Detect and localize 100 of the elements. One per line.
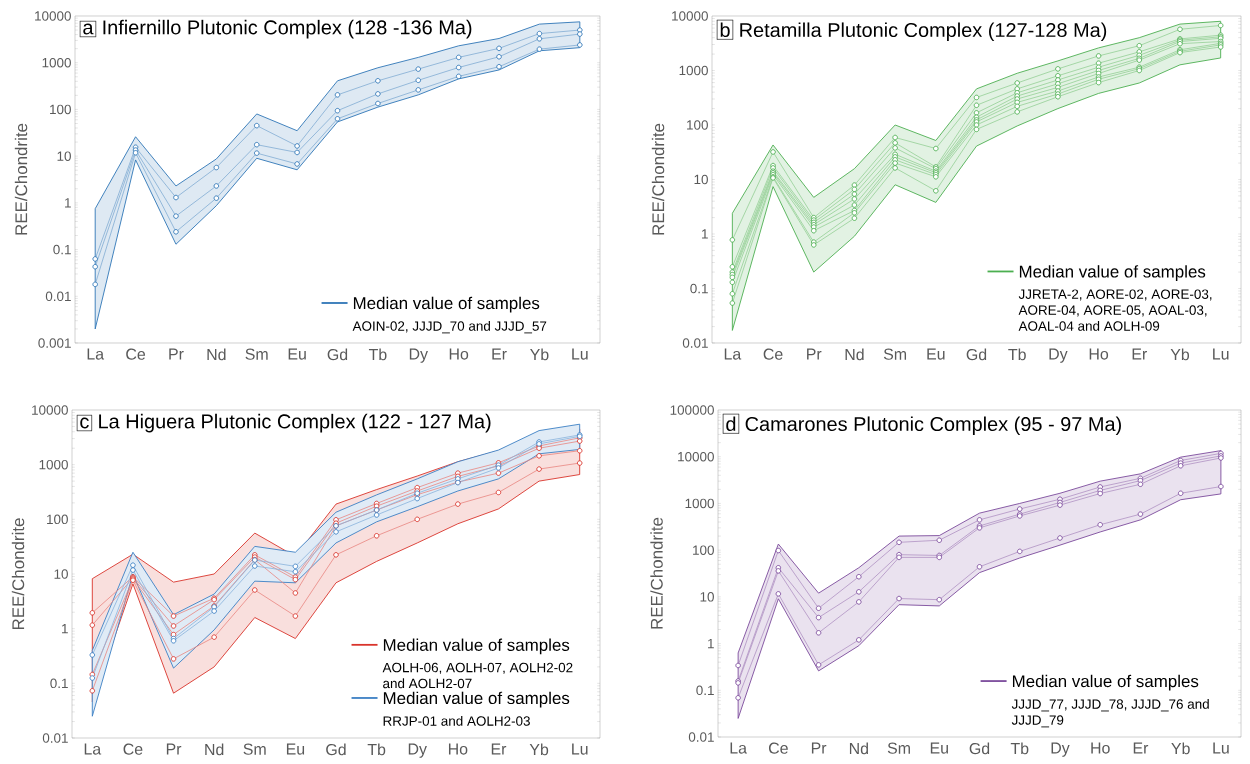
y-tick-label: 1 <box>702 229 708 239</box>
y-tick-label: 10000 <box>35 11 71 21</box>
y-tick-label: 1 <box>708 638 714 649</box>
x-tick-label: Ho <box>449 348 469 360</box>
chart-subtitle: c <box>80 417 89 429</box>
x-tick-label: Ho <box>1089 348 1109 360</box>
x-tick-label: Sm <box>887 742 910 754</box>
x-tick-label: Eu <box>286 743 305 755</box>
x-tick-label: Sm <box>883 348 907 360</box>
y-tick-label: 1000 <box>685 498 714 509</box>
x-tick-label: Pr <box>811 742 827 754</box>
x-tick-label: Dy <box>1051 742 1070 757</box>
legend-label: Median value of samples <box>383 691 570 708</box>
y-tick-label: 100 <box>693 545 714 555</box>
y-tick-label: 1000 <box>42 57 71 68</box>
x-tick-label: Gd <box>969 742 990 755</box>
x-tick-label: Nd <box>205 743 224 756</box>
x-tick-label: Ce <box>123 743 143 755</box>
legend-label: Median value of samples <box>353 296 540 313</box>
y-tick-label: 0.1 <box>53 244 71 255</box>
y-tick-label: 10 <box>54 569 68 579</box>
x-tick-label: La <box>87 348 105 360</box>
x-tick-label: Pr <box>807 348 822 360</box>
x-tick-label: Pr <box>169 348 184 360</box>
y-tick-label: 1 <box>62 624 68 634</box>
x-tick-label: Er <box>1133 742 1149 754</box>
legend-label: Median value of samples <box>383 638 570 655</box>
y-tick-label: 0.1 <box>690 283 708 294</box>
x-tick-label: Dy <box>409 348 428 363</box>
x-tick-label: Lu <box>572 743 588 755</box>
x-tick-label: Ce <box>768 742 788 754</box>
legend-label: Median value of samples <box>1012 674 1199 691</box>
x-tick-label: La <box>724 348 742 360</box>
x-tick-label: Eu <box>930 742 948 754</box>
x-tick-label: Pr <box>166 743 182 755</box>
chart-title: Camarones Plutonic Complex (95 - 97 Ma) <box>745 416 1121 436</box>
x-tick-label: Ce <box>763 348 783 360</box>
x-tick-label: Ho <box>1091 742 1110 754</box>
x-tick-label: Eu <box>288 348 306 360</box>
y-tick-label: 0.1 <box>696 685 714 696</box>
y-tick-label: 100000 <box>670 405 714 415</box>
x-tick-label: Tb <box>1010 742 1029 755</box>
y-tick-label: 0.01 <box>688 732 714 742</box>
y-tick-label: 10 <box>694 174 708 185</box>
y-tick-label: 1000 <box>679 65 708 76</box>
y-tick-label: 10000 <box>672 11 708 21</box>
y-tick-label: 10 <box>700 592 714 602</box>
x-tick-label: Ho <box>448 743 468 755</box>
y-tick-label: 1 <box>65 198 71 208</box>
annotation: AOLH-06, AOLH-07, AOLH2-02 and AOLH2-07 <box>382 662 573 689</box>
x-tick-label: Lu <box>1213 348 1229 360</box>
y-axis-title: REE/Chondrite <box>11 518 25 630</box>
legend-label: Median value of samples <box>1019 265 1206 281</box>
y-axis-title: REE/Chondrite <box>650 517 663 629</box>
x-tick-label: Gd <box>326 743 346 756</box>
x-tick-label: Gd <box>327 348 348 361</box>
y-tick-label: 10000 <box>32 405 68 415</box>
x-tick-label: Tb <box>368 348 387 361</box>
y-axis-title: REE/Chondrite <box>14 123 28 235</box>
x-tick-label: Er <box>1132 348 1147 360</box>
y-tick-label: 100 <box>687 120 708 130</box>
annotation: RRJP-01 and AOLH2-03 <box>383 715 530 726</box>
x-tick-label: Nd <box>849 742 868 755</box>
annotation: JJJD_77, JJJD_78, JJJD_76 and JJJD_79 <box>1011 698 1209 728</box>
x-tick-label: Yb <box>1171 742 1190 755</box>
x-tick-label: Tb <box>1008 348 1026 361</box>
chart-title: Infiernillo Plutonic Complex (128 -136 Ma) <box>103 19 472 39</box>
chart-title: Retamilla Plutonic Complex (127-128 Ma) <box>740 22 1107 42</box>
chart-subtitle: a <box>83 23 94 35</box>
x-tick-label: Nd <box>207 348 226 361</box>
x-tick-label: Yb <box>529 743 549 756</box>
x-tick-label: Eu <box>927 348 945 360</box>
x-tick-label: Sm <box>243 743 266 755</box>
y-tick-label: 0.01 <box>682 338 708 348</box>
chart-subtitle: b <box>720 22 730 38</box>
y-tick-label: 100 <box>47 514 68 525</box>
x-tick-label: Er <box>492 348 507 360</box>
x-tick-label: Yb <box>530 348 549 361</box>
x-tick-label: Er <box>491 743 507 755</box>
x-tick-label: Yb <box>1170 348 1190 361</box>
x-tick-label: Ce <box>126 348 146 360</box>
x-tick-label: Nd <box>845 348 864 361</box>
chart-title: La Higuera Plutonic Complex (122 - 127 Ma) <box>99 413 491 433</box>
x-tick-label: La <box>84 743 102 755</box>
x-tick-label: Lu <box>1213 742 1229 754</box>
y-tick-label: 0.01 <box>45 291 71 302</box>
y-axis-title: REE/Chondrite <box>651 123 665 235</box>
x-tick-label: Gd <box>966 348 987 361</box>
chart-subtitle: d <box>726 416 736 432</box>
y-tick-label: 0.01 <box>42 733 68 743</box>
y-tick-label: 0.1 <box>50 678 68 689</box>
x-tick-label: La <box>730 742 747 754</box>
y-tick-label: 100 <box>50 104 71 115</box>
annotation: JJRETA-2, AORE-02, AORE-03, AORE-04, AORE-05, AOAL-03, AOAL-04 and AOLH-09 <box>1018 289 1212 331</box>
x-tick-label: Tb <box>367 743 386 756</box>
y-tick-label: 0.001 <box>38 338 71 348</box>
x-tick-label: Lu <box>572 348 588 360</box>
x-tick-label: Dy <box>408 743 427 758</box>
y-tick-label: 1000 <box>39 459 68 470</box>
x-tick-label: Sm <box>245 348 268 360</box>
